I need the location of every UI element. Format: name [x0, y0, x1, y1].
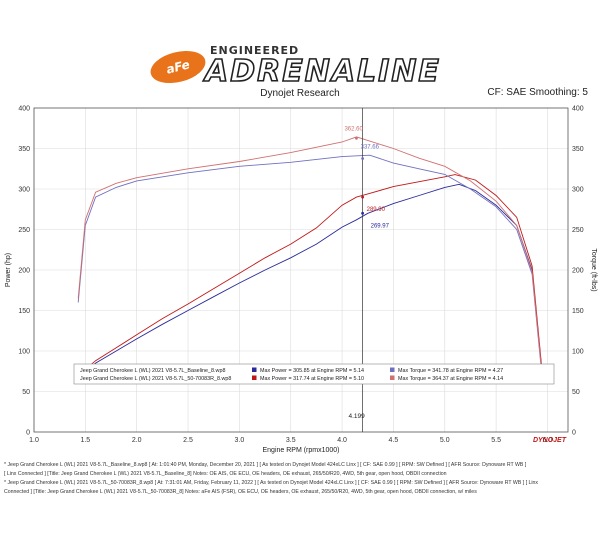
y-tick-label-right: 400 — [572, 106, 584, 113]
y-tick-label-left: 350 — [18, 146, 30, 153]
x-tick-label: 4.5 — [389, 437, 399, 444]
y-tick-label-left: 50 — [22, 389, 30, 396]
rpm-cursor-label: 4.199 — [349, 413, 366, 420]
x-tick-label: 6.0 — [543, 437, 553, 444]
series-line-1 — [77, 183, 543, 378]
legend-max-power: Max Power = 317.74 at Engine RPM = 5.10 — [260, 376, 364, 382]
peak-value-label: 337.66 — [361, 144, 380, 150]
plot-frame — [33, 107, 569, 433]
y-tick-label-right: 0 — [572, 430, 576, 437]
series-line-2 — [77, 174, 543, 376]
peak-value-label: 362.60 — [344, 126, 363, 132]
note-line: * Jeep Grand Cherokee L (WL) 2021 V8-5.7… — [4, 480, 538, 486]
dyno-chart: 1.0 1.5 2.0 2.5 3.0 3.5 4.0 4.5 5.0 5.5 6.0 0 0 50 50 1… — [5, 106, 597, 455]
legend-file-name: Jeep Grand Cherokee L (WL) 2021 V8-5.7L_… — [80, 376, 231, 382]
y-axis-label-right: Torque (ft-lbs) — [590, 248, 597, 291]
y-tick-label-right: 300 — [572, 187, 584, 194]
peak-marker — [355, 136, 358, 140]
series-line-4 — [77, 136, 543, 378]
x-tick-label: 2.0 — [132, 437, 142, 444]
y-tick-label-right: 250 — [572, 227, 584, 234]
correction-factor-info: CF: SAE Smoothing: 5 — [487, 87, 588, 98]
peak-marker — [361, 195, 365, 199]
legend-power-swatch — [252, 375, 257, 380]
x-tick-label: 1.0 — [29, 437, 39, 444]
y-axis-label-left: Power (hp) — [5, 253, 12, 287]
legend-file-name: Jeep Grand Cherokee L (WL) 2021 V8-5.7L_… — [80, 368, 225, 374]
chart-subtitle: Dynojet Research — [260, 88, 340, 99]
legend-torque-swatch — [390, 367, 395, 372]
x-axis-label: Engine RPM (rpmx1000) — [262, 447, 339, 454]
x-tick-label: 5.0 — [440, 437, 450, 444]
y-tick-label-right: 150 — [572, 308, 584, 315]
y-tick-label-right: 50 — [572, 389, 580, 396]
peak-value-label: 289.90 — [367, 207, 386, 213]
y-tick-label-right: 200 — [572, 268, 584, 275]
peak-marker — [361, 211, 365, 215]
run-notes: * Jeep Grand Cherokee L (WL) 2021 V8-5.7… — [4, 462, 596, 498]
x-tick-label: 1.5 — [80, 437, 90, 444]
brand-title: ADRENALINE — [204, 53, 441, 90]
x-tick-label: 3.0 — [235, 437, 245, 444]
legend-torque-swatch — [390, 375, 395, 380]
note-line: [ Linx Connected ] [Title: Jeep Grand Ch… — [4, 471, 447, 477]
y-tick-label-left: 400 — [18, 106, 30, 113]
dynojet-watermark: DYNOJET — [533, 437, 567, 444]
y-tick-label-left: 200 — [18, 268, 30, 275]
legend-max-torque: Max Torque = 364.37 at Engine RPM = 4.14 — [398, 376, 503, 382]
y-tick-label-left: 0 — [26, 430, 30, 437]
y-tick-label-right: 350 — [572, 146, 584, 153]
header: aFe POWER ENGINEERED ADRENALINE — [0, 0, 600, 109]
legend-max-power: Max Power = 305.85 at Engine RPM = 5.14 — [260, 368, 364, 374]
brand-tagline: ENGINEERED — [210, 44, 300, 57]
y-tick-label-right: 100 — [572, 349, 584, 356]
peak-marker — [361, 157, 365, 160]
y-tick-label-left: 250 — [18, 227, 30, 234]
peak-value-label: 269.97 — [371, 223, 390, 229]
x-tick-label: 2.5 — [183, 437, 193, 444]
x-tick-label: 5.5 — [491, 437, 501, 444]
note-line: Connected ] [Title: Jeep Grand Cherokee … — [4, 489, 477, 495]
note-line: * Jeep Grand Cherokee L (WL) 2021 V8-5.7… — [4, 462, 527, 468]
legend-power-swatch — [252, 367, 257, 372]
x-tick-label: 3.5 — [286, 437, 296, 444]
x-tick-label: 4.0 — [337, 437, 347, 444]
y-tick-label-left: 300 — [18, 187, 30, 194]
series-line-3 — [77, 154, 543, 380]
legend-box — [73, 363, 555, 385]
afe-power-logo: aFe POWER — [147, 45, 211, 109]
y-tick-label-left: 100 — [18, 349, 30, 356]
y-tick-label-left: 150 — [18, 308, 30, 315]
legend-max-torque: Max Torque = 341.78 at Engine RPM = 4.27 — [398, 368, 503, 374]
